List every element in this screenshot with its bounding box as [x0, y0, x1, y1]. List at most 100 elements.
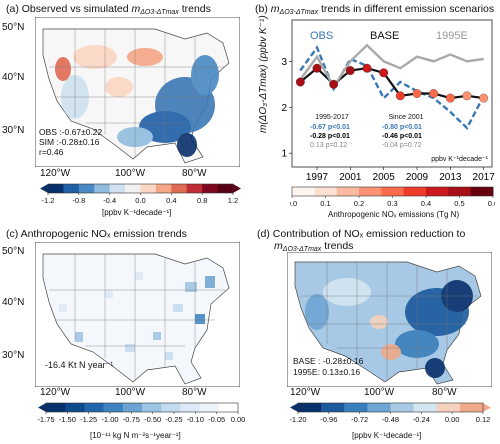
table-cell-right: -0.80 p<0.01 [382, 124, 422, 131]
x-tick-label: 2009 [406, 172, 429, 182]
legend-base: BASE [370, 30, 399, 42]
colorbar-a-arrow-right [233, 184, 241, 193]
base-point [462, 91, 472, 101]
x-tick-label: 1997 [306, 172, 329, 182]
colorbar-a-tick-label: -0.8 [72, 196, 85, 205]
x-tick-label: 2005 [373, 172, 396, 182]
colorbar-c-tick-label: -0.25 [165, 415, 182, 424]
base-point [412, 89, 422, 98]
colorbar-a-swatch [140, 184, 157, 193]
colorbar-d-swatch [459, 403, 484, 412]
stat-1995e-d: 1995E: 0.13±0.16 [293, 367, 360, 377]
colorbar-d-tick-label: 0.00 [445, 415, 460, 424]
colorbar-c-tick-label: -0.05 [208, 415, 225, 424]
colorbar-unit-a: [ppbv K⁻¹decade⁻¹] [102, 208, 172, 217]
colorbar-a-tick-label: 0.8 [197, 196, 207, 205]
stat-obs-a: OBS :-0.67±0.22 [39, 127, 103, 137]
colorbar-a-tick-label: 1.2 [228, 196, 238, 205]
base-point [345, 66, 355, 75]
lat-label-30n: 30°N [2, 125, 25, 136]
colorbar-c-tick-label: -1.50 [59, 415, 76, 424]
state-lines-a [49, 29, 225, 157]
stat-r-a: r=0.46 [39, 147, 64, 157]
colorbar-c-swatch [218, 403, 239, 412]
lat-label-40n-c: 40°N [2, 297, 25, 308]
chart-ylabel: m(ΔO₃-ΔTmax) (ppbv K⁻¹) [258, 15, 269, 133]
emission-cells-c [59, 272, 215, 360]
base-point [429, 89, 439, 98]
base-point [362, 63, 372, 73]
colorbar-c-tick-label: -0.10 [187, 415, 204, 424]
colorbar-b-swatch [336, 187, 360, 196]
colorbar-a-swatch [171, 184, 188, 193]
colorbar-a-swatch [155, 184, 172, 193]
panel-c-title: (c) Anthropogenic NOₓ emission trends [6, 228, 187, 240]
colorbar-c-swatch [161, 403, 181, 412]
colorbar-c-arrow-left [38, 403, 46, 412]
colorbar-d-swatch [390, 403, 415, 412]
colorbar-b-swatch [426, 187, 449, 196]
colorbar-a-swatch [48, 184, 64, 193]
stat-sim-a: SIM :-0.28±0.16 [39, 137, 100, 147]
map-c: -16.4 Kt N year⁻¹ [35, 242, 240, 387]
colorbar-b-swatch [381, 187, 405, 196]
table-cell-left: 0.13 p=0.12 [310, 142, 347, 149]
colorbar-d-swatch [367, 403, 391, 412]
lon-label-100w-d: 100°W [364, 387, 395, 398]
colorbar-c-swatch [142, 403, 162, 412]
colorbar-d-tick-label: 0.12 [476, 415, 491, 424]
lon-label-120w-d: 120°W [290, 387, 321, 398]
colorbar-c-frame [45, 402, 239, 413]
chart-unit-label: ppbv K⁻¹decade⁻¹ [431, 156, 488, 163]
lat-label-30n-c: 30°N [2, 350, 25, 361]
colorbar-unit-c: [10⁻¹¹ kg N m⁻²s⁻¹year⁻¹] [90, 431, 181, 440]
colorbar-c-tick-label: -0.75 [123, 415, 140, 424]
colorbar-label-b: Anthropogenic NOₓ emissions (Tg N) [328, 210, 460, 219]
colorbar-b-tick-label: 0.3 [387, 199, 397, 207]
colorbar-c-swatch [46, 403, 66, 412]
lon-label-120w-c: 120°W [40, 387, 71, 398]
colorbar-d-swatch [344, 403, 368, 412]
stat-emission-c: -16.4 Kt N year⁻¹ [45, 360, 113, 370]
colorbar-a-swatch [78, 184, 95, 193]
colorbar-b-swatch [470, 187, 494, 196]
legend-obs: OBS [310, 30, 333, 42]
y-tick-label: 2 [281, 103, 287, 114]
colorbar-c-swatch [84, 403, 104, 412]
table-cell-left: -0.28 p<0.01 [310, 133, 350, 140]
colorbar-c-swatch [65, 403, 85, 412]
colorbar-a-tick-label: 0.4 [166, 196, 176, 205]
colorbar-d: -1.20 -0.96 -0.72 -0.48 -0.24 0.00 0.12 [289, 402, 491, 424]
table-header-right: Since 2001 [388, 114, 423, 121]
colorbar-b-tick-label: 0.5 [454, 199, 464, 207]
colorbar-a-swatch [202, 184, 218, 193]
colorbar-d-tick-label: -1.20 [289, 415, 306, 424]
stat-base-d: BASE : -0.28±0.16 [293, 356, 364, 366]
table-header-left: 1995-2017 [315, 114, 349, 121]
colorbar-d-swatch [413, 403, 438, 412]
colorbar-c-swatch [199, 403, 220, 412]
lon-label-80w-c: 80°W [182, 387, 207, 398]
colorbar-b-tick-label: 0.0 [290, 199, 297, 207]
x-tick-label: 2001 [339, 172, 362, 182]
base-point [395, 91, 405, 101]
base-point [312, 63, 322, 73]
contribution-blobs-d [305, 278, 473, 378]
colorbar-c-swatch [122, 403, 143, 412]
state-lines-d [301, 262, 477, 380]
colorbar-a-swatch [109, 184, 126, 193]
colorbar-b-swatch [292, 187, 315, 196]
panel-d-title: (d) Contribution of NOₓ emission reducti… [257, 228, 466, 240]
y-tick-label: 1 [281, 149, 287, 160]
state-lines-c [49, 254, 225, 380]
colorbar-c-tick-label: -1.25 [80, 415, 97, 424]
plot-frame [291, 19, 493, 168]
colorbar-b-tick-label: 0.4 [421, 199, 431, 207]
colorbar-c-arrow-right [238, 403, 246, 412]
table-cell-right: -0.46 p<0.01 [382, 133, 422, 140]
base-point [445, 93, 455, 103]
colorbar-c-swatch [180, 403, 200, 412]
colorbar-a-swatch [125, 184, 141, 193]
colorbar-a-swatch [63, 184, 80, 193]
colorbar-b-tick-label: 0.1 [320, 199, 330, 207]
